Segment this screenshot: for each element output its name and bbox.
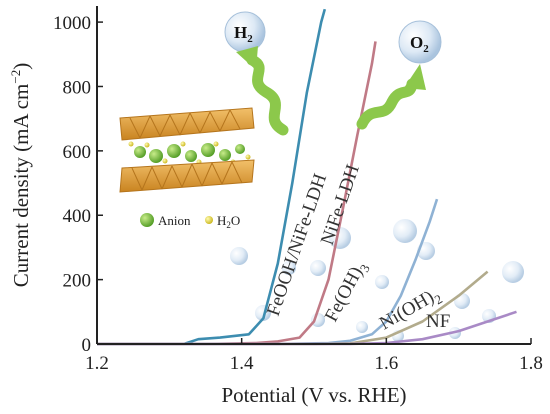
anion-sphere bbox=[149, 149, 163, 163]
y-tick-label: 800 bbox=[63, 77, 92, 98]
y-tick-label: 400 bbox=[63, 206, 92, 227]
interlayer bbox=[128, 141, 251, 165]
bubble bbox=[393, 219, 417, 243]
label-nf: NF bbox=[426, 311, 450, 332]
anion-legend-marker bbox=[140, 213, 154, 227]
bubble bbox=[329, 227, 351, 249]
y-tick-label: 600 bbox=[63, 142, 92, 163]
x-tick-label: 1.4 bbox=[230, 353, 254, 374]
top-layer-slab bbox=[119, 107, 255, 141]
y-tick-label: 0 bbox=[82, 335, 92, 356]
label-feooh-nife-ldh: FeOOH/NiFe-LDH bbox=[263, 171, 331, 319]
anion-sphere bbox=[167, 144, 181, 158]
h2-annotation: H2 bbox=[224, 11, 266, 53]
water-sphere bbox=[144, 142, 150, 148]
y-tick-label: 200 bbox=[63, 271, 92, 292]
anion-sphere bbox=[185, 150, 197, 162]
bubble bbox=[454, 293, 470, 309]
o2-bubble bbox=[398, 20, 442, 64]
svg-text:H2: H2 bbox=[234, 23, 253, 45]
x-axis-label: Potential (V vs. RHE) bbox=[221, 383, 406, 407]
bubble bbox=[356, 321, 368, 333]
water-sphere bbox=[162, 158, 168, 164]
bubble bbox=[230, 247, 248, 265]
bubble bbox=[282, 261, 296, 275]
x-tick-label: 1.8 bbox=[519, 353, 543, 374]
wave-arrow-left bbox=[236, 46, 289, 136]
anion-sphere bbox=[134, 146, 146, 158]
tick-layer: 1.2 1.4 1.6 1.8 0 200 400 600 800 1000 bbox=[53, 13, 543, 374]
anion-sphere bbox=[219, 149, 231, 161]
bubble bbox=[502, 261, 524, 283]
label-nife-ldh: NiFe-LDH bbox=[317, 162, 364, 248]
label-feoh3: Fe(OH)3 bbox=[321, 258, 373, 327]
ldh-structure-inset: Anion H2O bbox=[119, 107, 255, 230]
series-line-feooh-nife-ldh bbox=[97, 8, 327, 346]
anion-sphere bbox=[201, 143, 215, 157]
bottom-layer-slab bbox=[119, 159, 255, 193]
anion-sphere bbox=[235, 144, 245, 154]
bubble bbox=[375, 275, 389, 289]
bubble bbox=[310, 260, 326, 276]
water-legend-marker bbox=[205, 216, 213, 224]
water-legend-label: H2O bbox=[217, 213, 240, 230]
water-sphere bbox=[180, 141, 186, 147]
wave-arrow-right bbox=[356, 64, 426, 130]
inset-legend: Anion H2O bbox=[140, 213, 240, 230]
water-sphere bbox=[245, 154, 251, 160]
x-tick-label: 1.6 bbox=[374, 353, 398, 374]
svg-text:O2: O2 bbox=[410, 33, 429, 55]
o2-annotation: O2 bbox=[398, 20, 442, 64]
bubble-decorations bbox=[230, 219, 524, 342]
y-axis-label: Current density (mA cm−2) bbox=[8, 63, 33, 287]
water-sphere bbox=[128, 141, 134, 147]
y-tick-label: 1000 bbox=[53, 13, 91, 34]
axes-frame bbox=[96, 6, 531, 345]
anion-legend-label: Anion bbox=[158, 213, 191, 228]
x-tick-label: 1.2 bbox=[85, 353, 109, 374]
water-sphere bbox=[213, 141, 219, 147]
